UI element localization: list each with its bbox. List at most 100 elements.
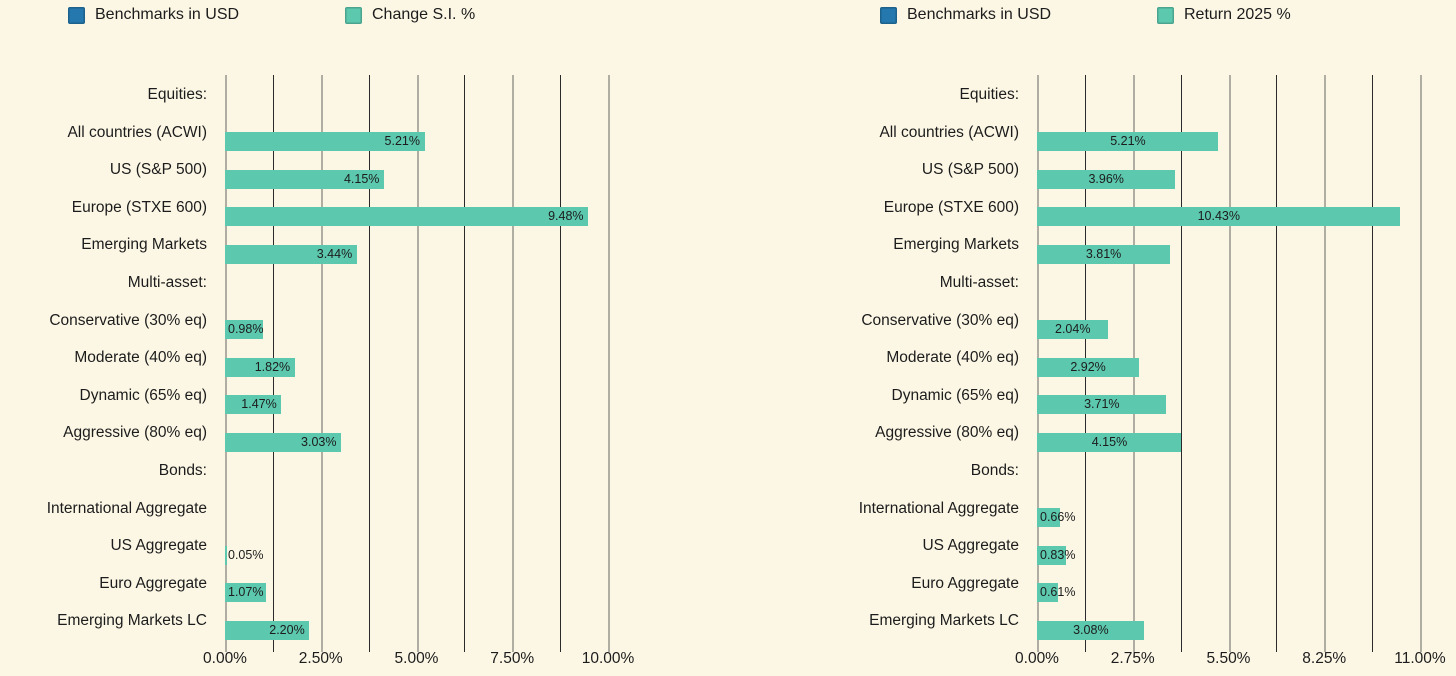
bar — [1037, 545, 1066, 565]
category-header: Multi-asset: — [127, 274, 207, 291]
bar — [1037, 395, 1167, 415]
axis-tick-label: 0.00% — [203, 650, 247, 667]
axis-tick-label: 10.00% — [581, 650, 635, 667]
category-label: US Aggregate — [110, 537, 207, 555]
axis-tick-label: 7.50% — [490, 650, 535, 667]
bar — [225, 432, 342, 452]
bar-value-label: 9.48% — [548, 209, 584, 224]
grid-line — [560, 75, 562, 652]
legend-label-change-si: Change S.I. % — [372, 6, 476, 23]
axis-tick-label: 2.75% — [1110, 650, 1155, 667]
category-label: US (S&P 500) — [921, 161, 1019, 179]
category-label: Moderate (40% eq) — [74, 349, 207, 367]
benchmarks-swatch-icon — [68, 6, 85, 24]
category-header: Equities: — [147, 86, 207, 103]
category-label: Dynamic (65% eq) — [79, 386, 208, 404]
category-label: Emerging Markets — [893, 236, 1019, 254]
bar-value-label: 3.08% — [1073, 622, 1109, 637]
bar — [1037, 507, 1060, 527]
legend-item-return-2025: Return 2025 % — [1157, 5, 1291, 25]
bar — [225, 207, 589, 227]
category-header: Equities: — [959, 86, 1019, 103]
bar-value-label: 1.07% — [228, 585, 264, 600]
category-header: Multi-asset: — [939, 274, 1019, 291]
category-label: Aggressive (80% eq) — [875, 424, 1019, 442]
bar-value-label: 0.66% — [1040, 509, 1076, 524]
grid-line — [368, 75, 370, 652]
bar — [1037, 432, 1182, 452]
bar — [225, 169, 384, 189]
bar-value-label: 1.82% — [254, 359, 291, 374]
axis-tick-label: 5.50% — [1206, 650, 1251, 667]
axis-tick-label: 0.00% — [1015, 650, 1059, 667]
bar-value-label: 1.47% — [241, 397, 277, 412]
bar — [1037, 169, 1175, 189]
bar-value-label: 2.04% — [1055, 321, 1091, 336]
bar — [225, 545, 227, 565]
category-label: Emerging Markets LC — [869, 612, 1019, 630]
bar-value-label: 3.03% — [301, 434, 337, 449]
bar — [1037, 244, 1170, 264]
category-label: Euro Aggregate — [99, 574, 207, 592]
grid-line — [416, 75, 419, 652]
chart-return-2025: Benchmarks in USD Return 2025 % Equities… — [812, 0, 1456, 676]
grid-line — [1228, 75, 1231, 652]
bar — [1037, 357, 1139, 377]
grid-line — [608, 75, 610, 652]
bar — [1037, 583, 1059, 603]
grid-line — [1276, 75, 1278, 652]
bar-value-label: 5.21% — [384, 133, 420, 148]
legend-label-benchmarks: Benchmarks in USD — [95, 6, 240, 23]
bar — [225, 583, 266, 603]
bar — [225, 620, 310, 640]
category-header: Bonds: — [970, 462, 1019, 479]
bar — [1037, 207, 1401, 227]
bar-value-label: 3.71% — [1084, 397, 1120, 412]
category-label: International Aggregate — [858, 499, 1019, 517]
category-label: Emerging Markets — [81, 236, 207, 254]
legend-item-benchmarks: Benchmarks in USD — [68, 5, 239, 25]
category-label: Moderate (40% eq) — [886, 349, 1019, 367]
category-label: US (S&P 500) — [109, 161, 207, 179]
grid-line — [1180, 75, 1182, 652]
return-2025-swatch-icon — [1157, 6, 1174, 24]
bar — [1037, 131, 1219, 151]
grid-line — [1420, 75, 1422, 652]
category-header: Bonds: — [158, 462, 207, 479]
bar-value-label: 10.43% — [1197, 209, 1240, 224]
chart-change-si: Benchmarks in USD Change S.I. % Equities… — [0, 0, 644, 676]
category-label: Europe (STXE 600) — [71, 198, 207, 216]
bar-value-label: 4.15% — [343, 171, 380, 186]
bar — [1037, 319, 1109, 339]
axis-tick-label: 2.50% — [298, 650, 343, 667]
category-label: Euro Aggregate — [911, 574, 1019, 592]
bar-value-label: 4.15% — [1091, 434, 1128, 449]
bar — [225, 319, 263, 339]
category-label: Conservative (30% eq) — [861, 311, 1019, 329]
category-label: Dynamic (65% eq) — [891, 386, 1020, 404]
bar — [225, 357, 295, 377]
legend-item-change-si: Change S.I. % — [345, 5, 475, 25]
legend-item-benchmarks: Benchmarks in USD — [880, 5, 1051, 25]
category-label: Europe (STXE 600) — [883, 198, 1019, 216]
bar-value-label: 2.92% — [1070, 359, 1106, 374]
category-label: Emerging Markets LC — [57, 612, 207, 630]
category-label: Conservative (30% eq) — [49, 311, 207, 329]
axis-tick-label: 8.25% — [1302, 650, 1347, 667]
grid-line — [1324, 75, 1327, 652]
axis-tick-label: 11.00% — [1394, 650, 1446, 667]
change-si-swatch-icon — [345, 6, 362, 24]
grid-line — [464, 75, 466, 652]
bar-value-label: 3.96% — [1088, 171, 1124, 186]
grid-line — [1372, 75, 1374, 652]
grid-line — [512, 75, 515, 652]
grid-line — [320, 75, 323, 652]
benchmarks-swatch-icon — [880, 6, 897, 24]
bar-value-label: 5.21% — [1110, 133, 1146, 148]
category-label: US Aggregate — [922, 537, 1019, 555]
category-label: International Aggregate — [46, 499, 207, 517]
bar-value-label: 0.05% — [228, 547, 264, 562]
category-label: Aggressive (80% eq) — [63, 424, 207, 442]
bar — [225, 131, 425, 151]
